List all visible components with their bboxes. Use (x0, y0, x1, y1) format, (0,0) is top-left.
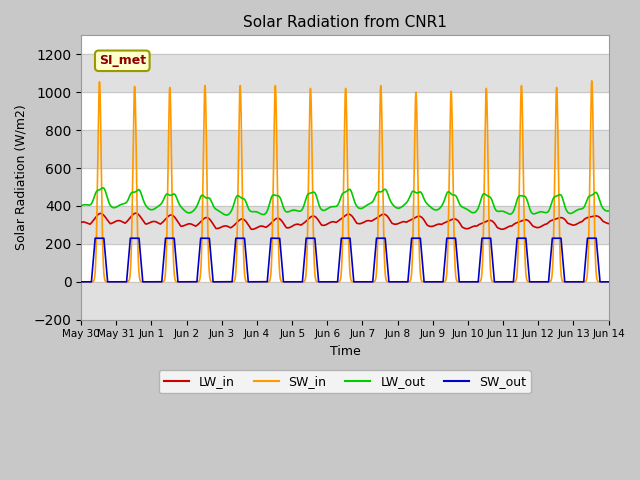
SW_in (474, 279, 481, 285)
Line: LW_out: LW_out (81, 188, 609, 215)
SW_in (588, 78, 596, 84)
SW_out (605, 279, 612, 285)
LW_out (414, 190, 422, 195)
Bar (81, 282, 609, 320)
SW_in (605, 279, 612, 285)
LW_in (132, 210, 140, 216)
Legend: LW_in, SW_in, LW_out, SW_out: LW_in, SW_in, LW_out, SW_out (159, 370, 531, 393)
LW_out (501, 209, 509, 215)
SW_out (105, 279, 113, 285)
LW_in (474, 223, 481, 228)
SW_in (414, 175, 422, 180)
LW_in (77, 219, 85, 225)
Bar (81, 206, 609, 244)
SW_out (92, 235, 99, 241)
LW_out (488, 197, 496, 203)
SW_out (77, 279, 85, 285)
LW_out (99, 185, 107, 191)
Line: SW_in: SW_in (81, 81, 609, 282)
SW_in (488, 278, 496, 284)
LW_in (488, 218, 496, 224)
LW_in (605, 221, 612, 227)
LW_in (501, 226, 509, 231)
Text: SI_met: SI_met (99, 54, 146, 67)
SW_in (77, 279, 85, 285)
SW_in (501, 279, 509, 285)
LW_in (414, 214, 422, 219)
Bar (81, 130, 609, 168)
LW_in (509, 223, 516, 228)
Title: Solar Radiation from CNR1: Solar Radiation from CNR1 (243, 15, 447, 30)
Y-axis label: Solar Radiation (W/m2): Solar Radiation (W/m2) (15, 105, 28, 251)
Line: SW_out: SW_out (81, 238, 609, 282)
LW_in (105, 219, 113, 225)
SW_in (508, 279, 516, 285)
SW_out (414, 235, 422, 241)
LW_out (509, 210, 516, 216)
LW_out (474, 206, 481, 212)
LW_out (77, 203, 85, 209)
SW_out (488, 250, 496, 256)
SW_out (508, 279, 516, 285)
LW_out (605, 208, 612, 214)
LW_in (248, 227, 256, 232)
X-axis label: Time: Time (330, 345, 360, 358)
LW_out (223, 212, 230, 218)
Bar (81, 54, 609, 92)
SW_out (501, 279, 509, 285)
SW_out (474, 279, 481, 285)
SW_in (105, 279, 113, 285)
Line: LW_in: LW_in (81, 213, 609, 229)
LW_out (105, 199, 113, 205)
